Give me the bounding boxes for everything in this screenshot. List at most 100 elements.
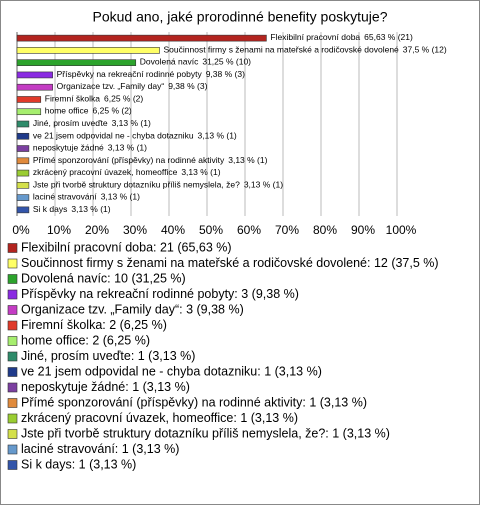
bar-label-category: Součinnost firmy s ženami na mateřské a … — [164, 45, 400, 55]
x-tick-label: 50% — [199, 223, 223, 237]
bar-label: zkrácený pracovní úvazek, homeoffice 3,13… — [33, 167, 221, 177]
bar-label-category: neposkytuje žádné — [33, 143, 104, 153]
bar-value-label: 6,25 % (2) — [93, 106, 132, 116]
bar-value-label: 9,38 % (3) — [168, 81, 207, 91]
bar-value-label: 3,13 % (1) — [101, 192, 140, 202]
bar-label-category: ve 21 jsem odpovidal ne - chyba dotaznik… — [33, 131, 194, 141]
legend-label: laciné stravování: 1 (3,13 %) — [21, 442, 179, 456]
legend-label: Součinnost firmy s ženami na mateřské a … — [21, 256, 439, 270]
bar-label-category: home office — [45, 106, 89, 116]
bar-label-category: Příspěvky na rekreační rodinné pobyty — [57, 69, 203, 79]
bar-label: Jste při tvorbě struktury dotazníku příl… — [33, 180, 283, 190]
legend-label: home office: 2 (6,25 %) — [21, 333, 150, 347]
bar-label: Součinnost firmy s ženami na mateřské a … — [164, 45, 447, 55]
bar-label-category: Si k days — [33, 204, 67, 214]
bar-label-category: Jiné, prosím uveďte — [33, 118, 108, 128]
legend-label: Jiné, prosím uveďte: 1 (3,13 %) — [21, 349, 195, 363]
x-tick-label: 40% — [161, 223, 185, 237]
bar-label: laciné stravování 3,13 % (1) — [33, 192, 140, 202]
bar-value-label: 3,13 % (1) — [198, 131, 237, 141]
bar-label-category: Organizace tzv. „Family day“ — [57, 81, 165, 91]
bar-label: Příspěvky na rekreační rodinné pobyty 9,3… — [57, 69, 245, 79]
bar-label-category: Dovolená navíc — [140, 57, 199, 67]
legend-label: ve 21 jsem odpovidal ne - chyba dotaznik… — [21, 364, 322, 378]
bar — [16, 157, 30, 165]
bar-label: Firemní školka 6,25 % (2) — [45, 94, 144, 104]
bar — [16, 47, 160, 54]
bar-value-label: 31,25 % (10) — [202, 57, 251, 67]
bar-label-category: zkrácený pracovní úvazek, homeoffice — [33, 167, 178, 177]
bar-label: Dovolená navíc 31,25 % (10) — [140, 57, 251, 67]
bar-label: Přímé sponzorování (příspěvky) na rodinn… — [33, 155, 268, 165]
legend-label: Firemní školka: 2 (6,25 %) — [21, 318, 167, 332]
bar — [16, 206, 30, 214]
bar-label: Organizace tzv. „Family day“ 9,38 % (3) — [57, 81, 208, 91]
bar-value-label: 37,5 % (12) — [403, 45, 447, 55]
legend-label: Organizace tzv. „Family day“: 3 (9,38 %) — [21, 302, 244, 316]
bar-label: Jiné, prosím uveďte 3,13 % (1) — [33, 118, 151, 128]
bar-value-label: 3,13 % (1) — [112, 118, 151, 128]
legend-label: Flexibilní pracovní doba: 21 (65,63 %) — [21, 240, 232, 254]
chart-title: Pokud ano, jaké prorodinné benefity posk… — [93, 9, 388, 25]
bar — [16, 145, 30, 152]
legend-label: zkrácený pracovní úvazek, homeoffice: 1 … — [21, 411, 298, 425]
bar — [16, 59, 137, 66]
bar-label-category: laciné stravování — [33, 192, 97, 202]
bar-label: ve 21 jsem odpovidal ne - chyba dotaznik… — [33, 131, 237, 141]
x-tick-label: 100% — [386, 223, 417, 237]
bar-value-label: 3,13 % (1) — [71, 204, 110, 214]
x-tick-label: 80% — [313, 223, 337, 237]
legend-swatch — [7, 243, 18, 253]
x-tick-label: 70% — [275, 223, 299, 237]
bar-label-category: Jste při tvorbě struktury dotazníku příl… — [33, 180, 240, 190]
bar-label-category: Přímé sponzorování (příspěvky) na rodinn… — [33, 155, 225, 165]
bar-label: Flexibilní pracovní doba 65,63 % (21) — [270, 32, 413, 42]
x-tick-label: 20% — [85, 223, 109, 237]
bar — [16, 71, 53, 79]
legend-label: Přímé sponzorování (příspěvky) na rodinn… — [21, 395, 367, 409]
bar-value-label: 3,13 % (1) — [108, 143, 147, 153]
bar-value-label: 6,25 % (2) — [104, 94, 143, 104]
x-tick-label: 30% — [123, 223, 147, 237]
bar-value-label: 3,13 % (1) — [244, 180, 283, 190]
bar — [16, 96, 42, 103]
bar-value-label: 3,13 % (1) — [181, 167, 220, 177]
x-tick-label: 10% — [47, 223, 71, 237]
legend-label: neposkytuje žádné: 1 (3,13 %) — [21, 380, 190, 394]
legend-swatch — [7, 460, 18, 470]
legend-swatch — [7, 258, 18, 269]
legend-label: Příspěvky na rekreační rodinné pobyty: 3… — [21, 287, 299, 301]
bar-label: neposkytuje žádné 3,13 % (1) — [33, 143, 147, 153]
legend-label: Dovolená navíc: 10 (31,25 %) — [21, 271, 186, 285]
bar — [16, 34, 267, 42]
legend-swatch — [7, 413, 18, 424]
legend-swatch — [7, 305, 18, 315]
bar — [16, 182, 30, 189]
legend-label: Jste při tvorbě struktury dotazníku příl… — [21, 426, 390, 440]
legend-swatch — [7, 320, 18, 331]
legend-label: Si k days: 1 (3,13 %) — [21, 457, 136, 471]
legend-swatch — [7, 367, 18, 377]
bar-label: home office 6,25 % (2) — [45, 106, 132, 116]
legend-swatch — [7, 398, 18, 408]
x-tick-label: 90% — [351, 223, 375, 237]
bar-value-label: 65,63 % (21) — [364, 32, 413, 42]
x-tick-label: 60% — [237, 223, 261, 237]
bar-label: Si k days 3,13 % (1) — [33, 204, 111, 214]
legend-swatch — [7, 351, 18, 362]
bar-label-category: Flexibilní pracovní doba — [270, 32, 360, 42]
x-tick-label: 0% — [12, 223, 30, 237]
bar — [16, 132, 30, 140]
bar — [16, 108, 42, 116]
bar — [16, 83, 53, 91]
legend-swatch — [7, 336, 18, 346]
bar — [16, 120, 30, 128]
legend-swatch — [7, 274, 18, 284]
bar — [16, 169, 30, 177]
legend-swatch — [7, 289, 18, 300]
bar-value-label: 9,38 % (3) — [206, 69, 245, 79]
legend-swatch — [7, 444, 18, 455]
bar-value-label: 3,13 % (1) — [228, 155, 267, 165]
